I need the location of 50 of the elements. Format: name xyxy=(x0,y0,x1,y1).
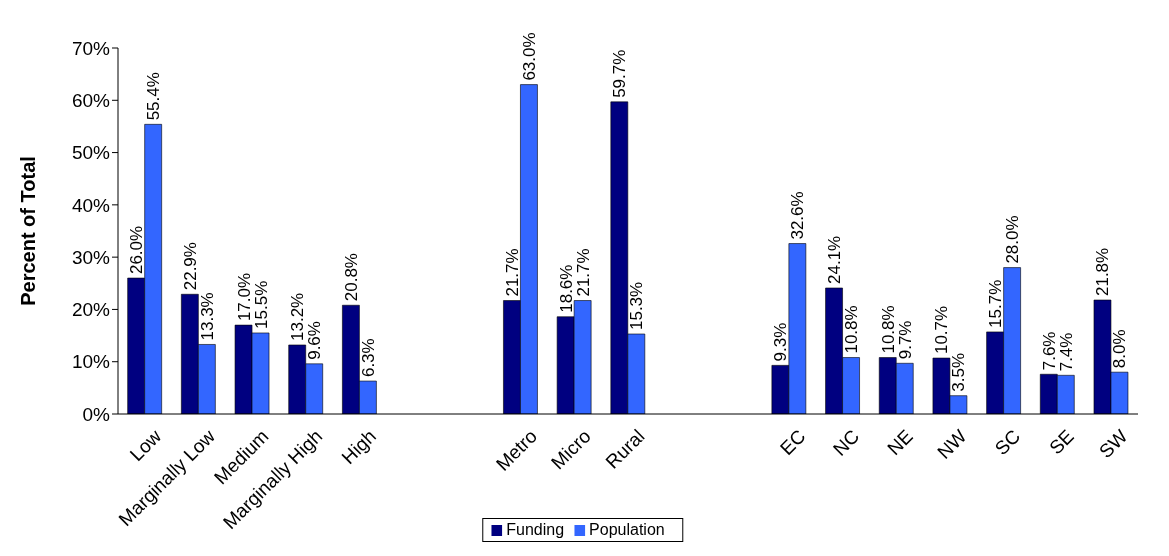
data-label: 7.6% xyxy=(1039,331,1059,371)
data-label: 22.9% xyxy=(180,242,200,291)
legend-label: Population xyxy=(589,521,665,538)
x-tick-label: NE xyxy=(883,425,917,460)
y-tick-label: 30% xyxy=(71,246,111,268)
data-label: 9.6% xyxy=(305,321,325,360)
data-label: 15.5% xyxy=(251,280,271,329)
data-label: 9.7% xyxy=(895,320,915,360)
data-label: 10.7% xyxy=(932,305,952,355)
data-label: 28.0% xyxy=(1003,215,1023,264)
data-label: 8.0% xyxy=(1110,329,1130,369)
x-tick-label: SW xyxy=(1095,425,1132,463)
data-label: 15.3% xyxy=(627,281,647,330)
y-tick-label: 0% xyxy=(82,403,111,425)
x-tick-label: EC xyxy=(775,425,810,460)
data-label: 55.4% xyxy=(144,72,164,121)
data-label: 21.8% xyxy=(1093,247,1113,297)
data-label: 9.3% xyxy=(771,322,791,362)
data-label: 59.7% xyxy=(610,49,630,98)
data-label: 24.1% xyxy=(825,235,845,284)
x-tick-label: High xyxy=(337,425,381,469)
data-label: 18.6% xyxy=(556,264,576,313)
y-tick-label: 70% xyxy=(71,37,111,59)
data-label: 6.3% xyxy=(358,338,378,378)
data-label: 21.7% xyxy=(573,248,593,297)
data-label: 13.2% xyxy=(288,292,308,341)
x-tick-label: SE xyxy=(1045,425,1078,459)
data-label: 15.7% xyxy=(986,279,1006,328)
y-tick-label: 10% xyxy=(71,351,111,373)
y-tick-label: 50% xyxy=(71,142,111,164)
data-label: 10.8% xyxy=(842,305,862,354)
data-label: 21.7% xyxy=(502,248,522,297)
data-label: 32.6% xyxy=(788,191,808,240)
data-label: 10.8% xyxy=(878,305,898,354)
data-label: 7.4% xyxy=(1056,332,1076,372)
data-label: 17.0% xyxy=(234,272,254,322)
data-label: 20.8% xyxy=(341,253,361,302)
y-tick-label: 60% xyxy=(71,90,111,112)
data-label: 63.0% xyxy=(519,32,539,81)
y-tick-label: 40% xyxy=(71,194,111,216)
data-label: 3.5% xyxy=(949,352,969,392)
x-tick-label: SC xyxy=(990,425,1025,460)
y-axis-title: Percent of Total xyxy=(17,156,40,306)
y-tick-label: 20% xyxy=(71,299,111,321)
x-tick-label: Low xyxy=(125,425,166,466)
data-label: 13.3% xyxy=(197,292,217,341)
legend-label: Funding xyxy=(506,521,565,538)
data-label: 26.0% xyxy=(127,225,147,275)
x-tick-label: NC xyxy=(828,425,864,460)
x-tick-label: NW xyxy=(933,425,971,463)
